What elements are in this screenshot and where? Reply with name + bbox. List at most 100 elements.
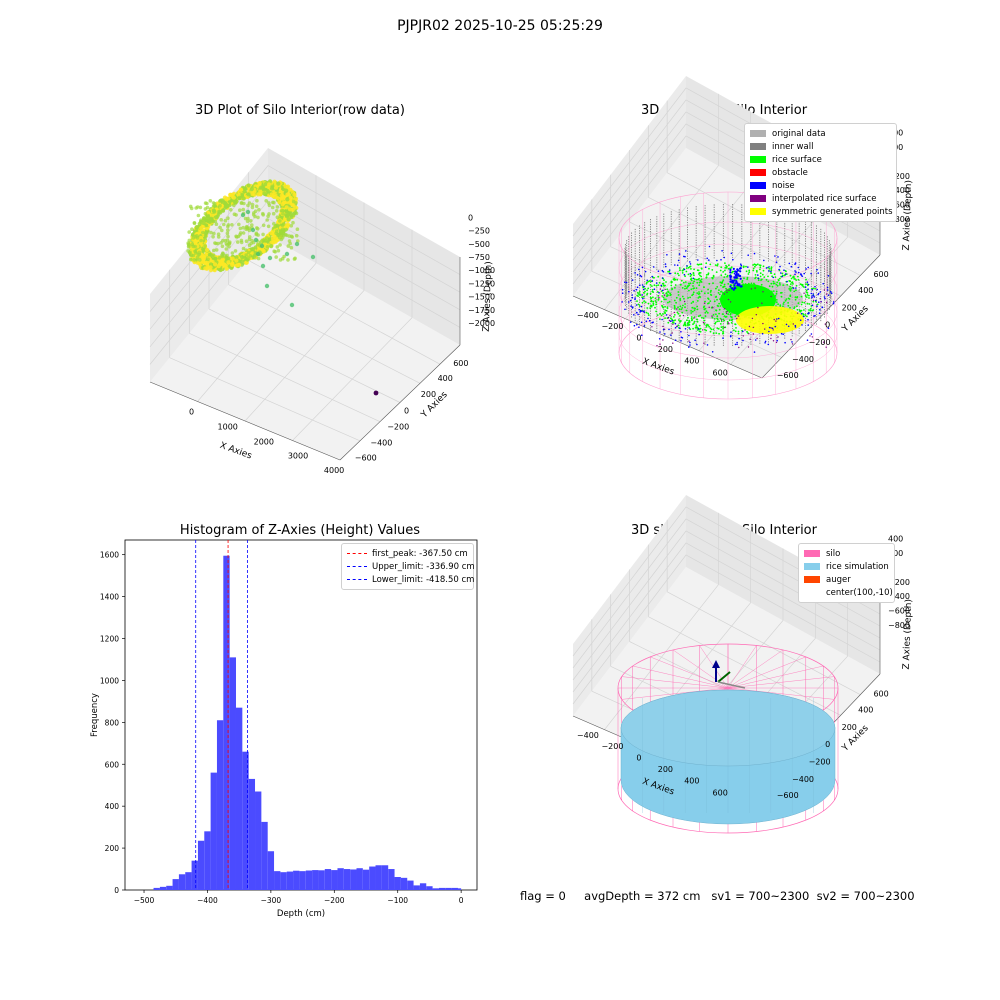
x-tick-label: 200: [658, 345, 673, 354]
data-point: [289, 245, 294, 250]
rice-surface-point: [663, 298, 666, 301]
noise-point: [742, 339, 744, 342]
data-point: [188, 250, 192, 255]
rice-surface-point: [705, 276, 708, 279]
z-tick-label: −600: [888, 607, 910, 616]
rice-surface-point: [708, 282, 711, 285]
rice-surface-point: [662, 292, 664, 295]
outlier-point: [294, 241, 300, 247]
data-point: [274, 209, 279, 213]
rice-surface-point: [655, 303, 657, 306]
rice-surface-point: [717, 292, 720, 294]
noise-point: [643, 285, 645, 288]
noise-point: [731, 279, 734, 282]
rice-surface-point: [665, 281, 667, 283]
data-point: [278, 243, 282, 247]
data-point: [277, 200, 282, 205]
data-point: [226, 228, 230, 232]
noise-point: [829, 290, 832, 293]
interpolated-point: [737, 315, 740, 317]
rice-surface-point: [779, 284, 781, 286]
rice-surface-point: [692, 327, 694, 330]
outlier-point: [289, 302, 295, 308]
data-point: [195, 234, 199, 238]
data-point: [205, 226, 210, 231]
data-point: [247, 226, 252, 230]
rice-surface-point: [693, 280, 695, 283]
z-tick-label: −200: [888, 172, 910, 181]
rice-surface-point: [734, 315, 737, 318]
noise-point: [822, 282, 824, 285]
rice-surface-point: [708, 267, 710, 270]
rice-surface-point: [722, 332, 725, 334]
rice-surface-point: [760, 279, 762, 281]
noise-point: [783, 269, 785, 272]
data-point: [271, 211, 276, 216]
noise-point: [670, 334, 672, 336]
x-tick-label: 0: [636, 753, 641, 762]
interpolated-point: [726, 291, 728, 293]
rice-surface-point: [754, 274, 757, 276]
noise-point: [824, 297, 826, 300]
rice-surface-point: [657, 294, 660, 297]
noise-point: [810, 272, 812, 275]
rice-surface-point: [686, 322, 689, 325]
rice-surface-point: [689, 282, 692, 285]
histogram-bar: [216, 720, 224, 890]
rice-surface-point: [707, 292, 709, 294]
rice-surface-point: [664, 317, 666, 319]
rice-surface-point: [756, 271, 758, 273]
rice-surface-point: [636, 300, 638, 302]
y-tick-label: 1000: [100, 676, 119, 685]
data-point: [219, 241, 223, 245]
rice-surface-point: [759, 266, 762, 269]
y-axis-line: [761, 254, 881, 379]
histogram-bar: [286, 871, 294, 890]
rice-surface-point: [795, 279, 798, 281]
noise-point: [811, 296, 813, 299]
rice-surface-point: [696, 308, 699, 311]
interpolated-point: [736, 317, 738, 320]
rice-surface-point: [720, 282, 723, 284]
noise-point: [779, 265, 781, 268]
symmetric-points: [736, 306, 804, 334]
rice-surface-point: [797, 302, 800, 305]
rice-surface-point: [806, 315, 808, 318]
rice-surface-point: [685, 319, 688, 322]
interpolated-point: [664, 328, 666, 330]
rice-surface-point: [735, 327, 737, 329]
outlier-point: [260, 263, 266, 269]
noise-point: [747, 254, 749, 256]
rice-surface-point: [800, 295, 803, 298]
rice-surface-point: [670, 281, 673, 284]
noise-point: [782, 333, 784, 336]
legend-label: interpolated rice surface: [772, 193, 877, 204]
rice-surface-point: [696, 269, 699, 272]
rice-surface-point: [707, 302, 709, 305]
rice-surface-point: [696, 305, 699, 308]
noise-point: [734, 274, 737, 277]
rice-surface-point: [718, 312, 720, 315]
noise-point: [784, 341, 786, 344]
data-point: [238, 226, 243, 231]
data-point: [260, 238, 265, 243]
data-point: [204, 218, 209, 222]
interpolated-point: [663, 294, 666, 296]
rice-surface-point: [674, 272, 677, 275]
noise-point: [768, 330, 770, 333]
noise-point: [785, 323, 788, 326]
rice-surface-point: [716, 327, 719, 329]
rice-surface-point: [679, 314, 681, 317]
data-point: [199, 218, 203, 222]
rice-surface-point: [789, 283, 792, 285]
data-point: [203, 266, 208, 271]
rice-surface-point: [700, 278, 703, 281]
histogram-bar: [185, 872, 192, 890]
noise-point: [807, 266, 809, 269]
rice-surface-point: [771, 285, 774, 288]
interpolated-point: [761, 302, 763, 304]
rice-surface-point: [784, 299, 787, 302]
panel1-3d-plot: 010002000300040006004002000−200−400−6000…: [149, 148, 495, 475]
data-point: [275, 229, 279, 233]
rice-surface-point: [666, 288, 669, 291]
